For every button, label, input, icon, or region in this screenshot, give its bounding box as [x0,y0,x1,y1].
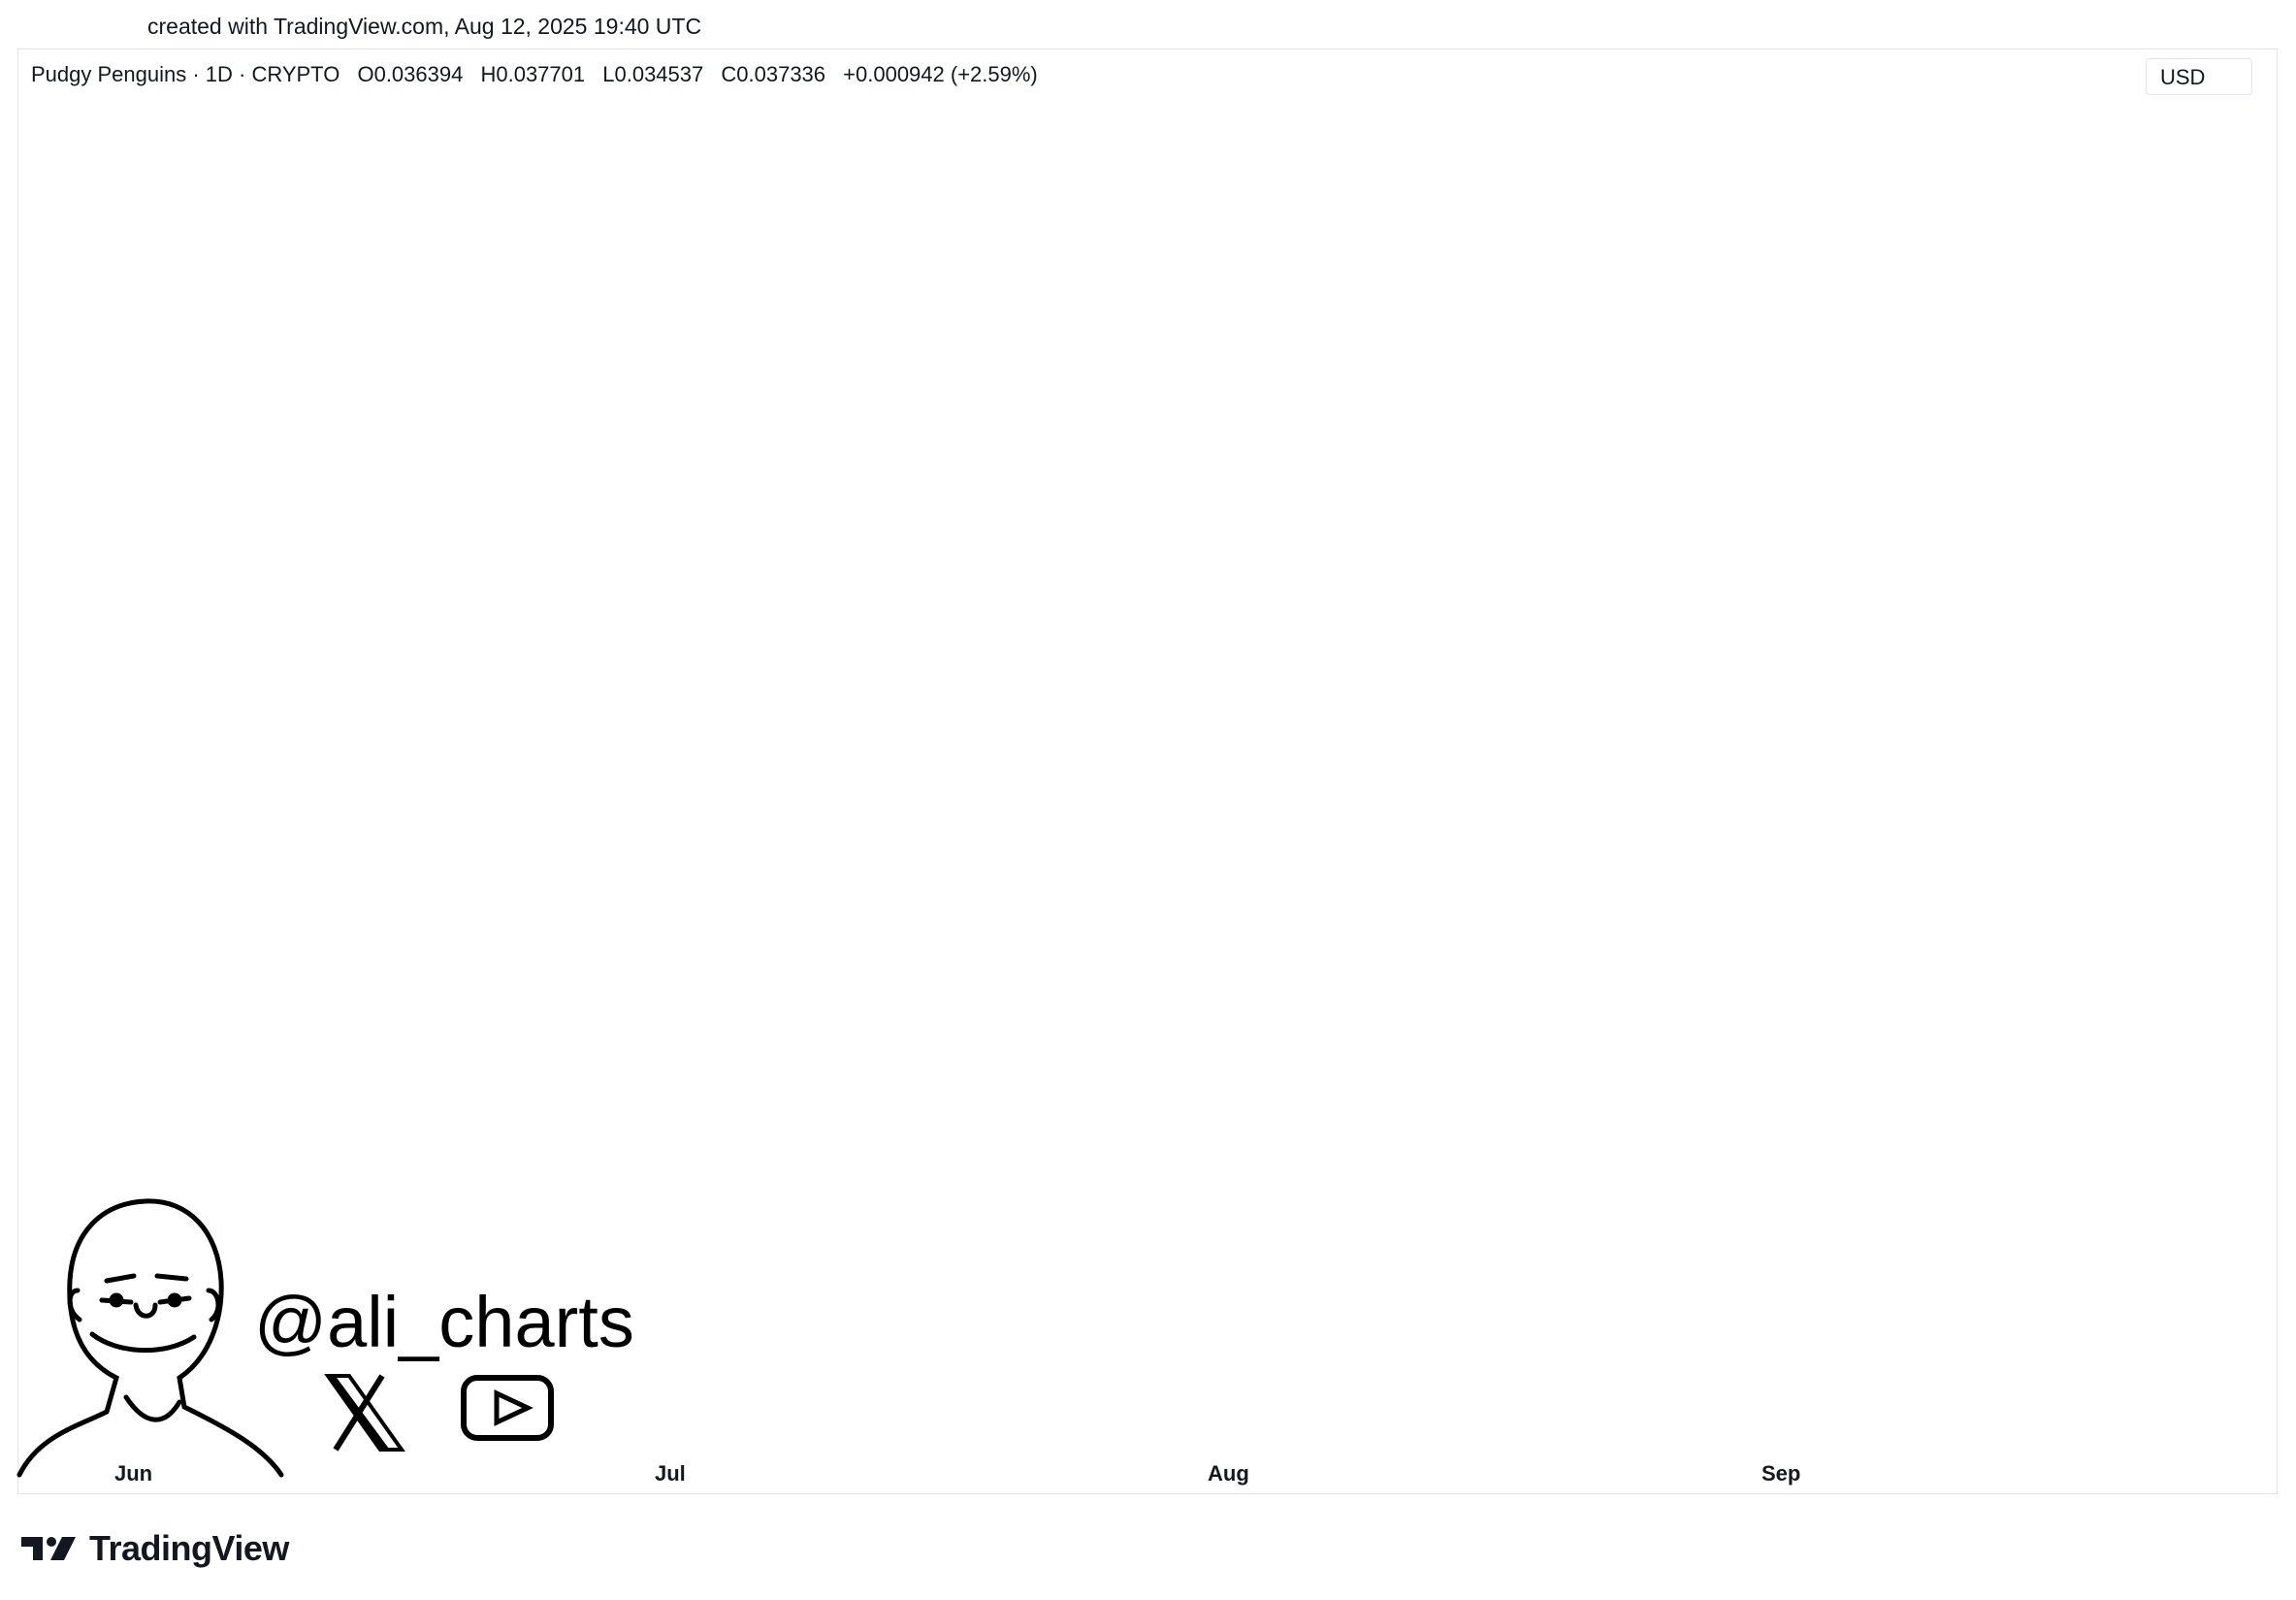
brand-name: TradingView [89,1528,289,1568]
watermark-handle: @ali_charts [254,1282,634,1362]
ohlc-low: L0.034537 [602,62,704,86]
x-tick-label: Jul [655,1461,686,1486]
tradingview-logo-icon [21,1537,76,1560]
x-tick-label: Aug [1208,1461,1249,1486]
avatar-sketch [16,1198,284,1478]
chart-credit: created with TradingView.com, Aug 12, 20… [147,14,702,39]
x-logo-icon [324,1374,405,1452]
ohlc-change: +0.000942 (+2.59%) [843,62,1038,86]
x-tick-label: Sep [1762,1461,1800,1486]
youtube-logo-icon [461,1375,554,1441]
symbol-name[interactable]: Pudgy Penguins · 1D · CRYPTO [31,62,340,86]
chart-frame [17,49,2278,1494]
x-tick-label: Jun [114,1461,152,1486]
symbol-legend: Pudgy Penguins · 1D · CRYPTO O0.036394 H… [31,62,1050,87]
tradingview-brand[interactable]: TradingView [19,1528,289,1568]
currency-button[interactable]: USD [2146,58,2252,95]
ohlc-high: H0.037701 [480,62,586,86]
time-axis: Jun Jul Aug Sep [114,1461,1800,1486]
ohlc-close: C0.037336 [721,62,826,86]
ali-charts-watermark: @ali_charts [16,1198,634,1478]
ohlc-open: O0.036394 [357,62,464,86]
